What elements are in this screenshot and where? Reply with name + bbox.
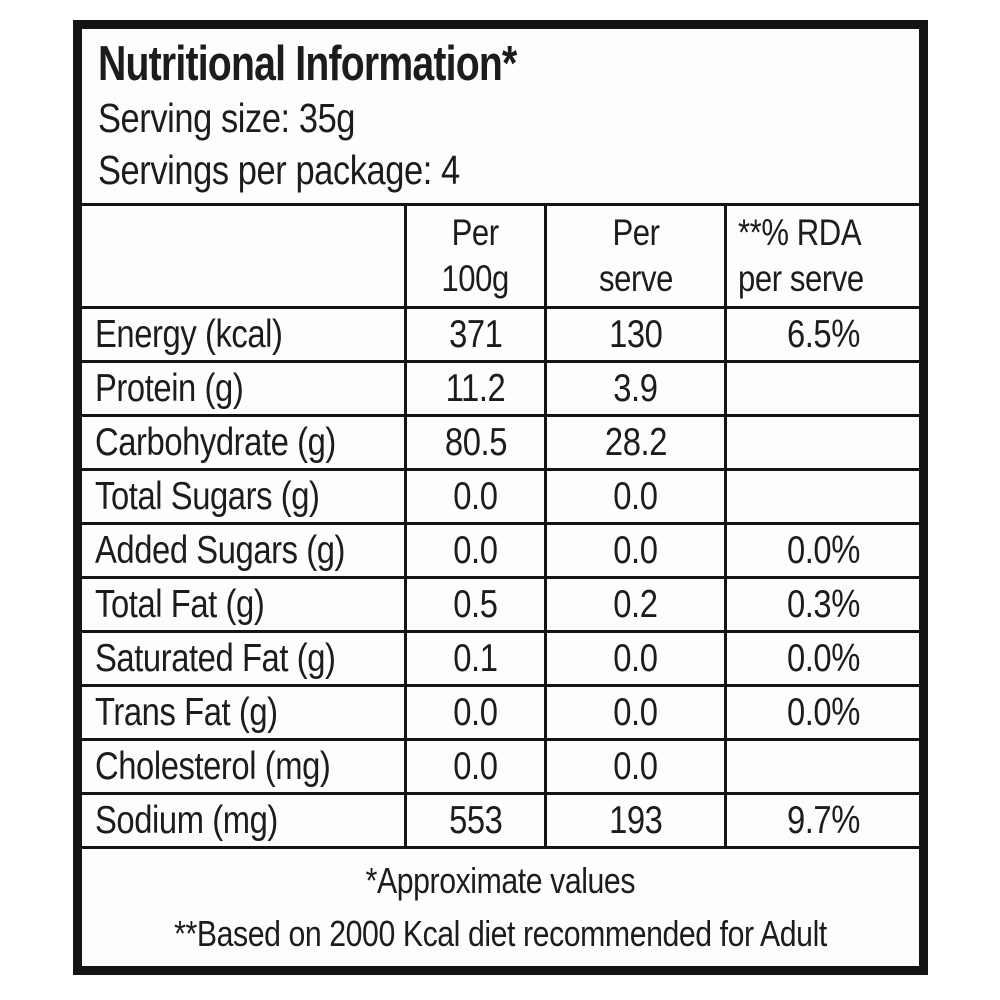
footnote-approximate-values: *Approximate values [365, 860, 636, 902]
energy-per-100g: 371 [404, 306, 544, 360]
added-sugars-per-serve: 0.0 [544, 522, 724, 576]
total-sugars-rda [724, 468, 919, 522]
saturated-fat-rda: 0.0% [724, 630, 919, 684]
sodium-per-100g: 553 [404, 792, 544, 846]
total-sugars-per-100g: 0.0 [404, 468, 544, 522]
label-title: Nutritional Information* [98, 37, 517, 91]
serving-size-line: Serving size: 35g [98, 94, 356, 141]
total-fat-rda: 0.3% [724, 576, 919, 630]
cholesterol-per-100g: 0.0 [404, 738, 544, 792]
servings-per-package-line: Servings per package: 4 [98, 147, 460, 194]
trans-fat-rda: 0.0% [724, 684, 919, 738]
row-label-total-fat: Total Fat (g) [82, 576, 404, 630]
saturated-fat-per-100g: 0.1 [404, 630, 544, 684]
row-label-sodium: Sodium (mg) [82, 792, 404, 846]
cholesterol-rda [724, 738, 919, 792]
carbohydrate-rda [724, 414, 919, 468]
added-sugars-per-100g: 0.0 [404, 522, 544, 576]
saturated-fat-per-serve: 0.0 [544, 630, 724, 684]
energy-per-serve: 130 [544, 306, 724, 360]
column-header-per-100g: Per 100g [404, 206, 544, 306]
total-fat-per-100g: 0.5 [404, 576, 544, 630]
column-header-rda-per-serve: **% RDA per serve [724, 206, 919, 306]
footnote-rda-basis: **Based on 2000 Kcal diet recommended fo… [174, 912, 827, 954]
row-label-added-sugars: Added Sugars (g) [82, 522, 404, 576]
footnotes: *Approximate values **Based on 2000 Kcal… [82, 846, 919, 966]
carbohydrate-per-serve: 28.2 [544, 414, 724, 468]
nutrition-facts-label: Nutritional Information* Serving size: 3… [73, 20, 928, 975]
protein-per-serve: 3.9 [544, 360, 724, 414]
trans-fat-per-100g: 0.0 [404, 684, 544, 738]
row-label-carbohydrate: Carbohydrate (g) [82, 414, 404, 468]
row-label-cholesterol: Cholesterol (mg) [82, 738, 404, 792]
energy-rda: 6.5% [724, 306, 919, 360]
total-sugars-per-serve: 0.0 [544, 468, 724, 522]
row-label-trans-fat: Trans Fat (g) [82, 684, 404, 738]
sodium-rda: 9.7% [724, 792, 919, 846]
trans-fat-per-serve: 0.0 [544, 684, 724, 738]
row-label-protein: Protein (g) [82, 360, 404, 414]
label-header: Nutritional Information* Serving size: 3… [82, 29, 919, 206]
row-label-energy: Energy (kcal) [82, 306, 404, 360]
nutrition-table: Per 100g Per serve **% RDA per serve Ene… [82, 206, 919, 846]
protein-per-100g: 11.2 [404, 360, 544, 414]
row-label-saturated-fat: Saturated Fat (g) [82, 630, 404, 684]
sodium-per-serve: 193 [544, 792, 724, 846]
total-fat-per-serve: 0.2 [544, 576, 724, 630]
carbohydrate-per-100g: 80.5 [404, 414, 544, 468]
protein-rda [724, 360, 919, 414]
row-label-total-sugars: Total Sugars (g) [82, 468, 404, 522]
cholesterol-per-serve: 0.0 [544, 738, 724, 792]
column-header-per-serve: Per serve [544, 206, 724, 306]
added-sugars-rda: 0.0% [724, 522, 919, 576]
column-header-blank [82, 206, 404, 306]
